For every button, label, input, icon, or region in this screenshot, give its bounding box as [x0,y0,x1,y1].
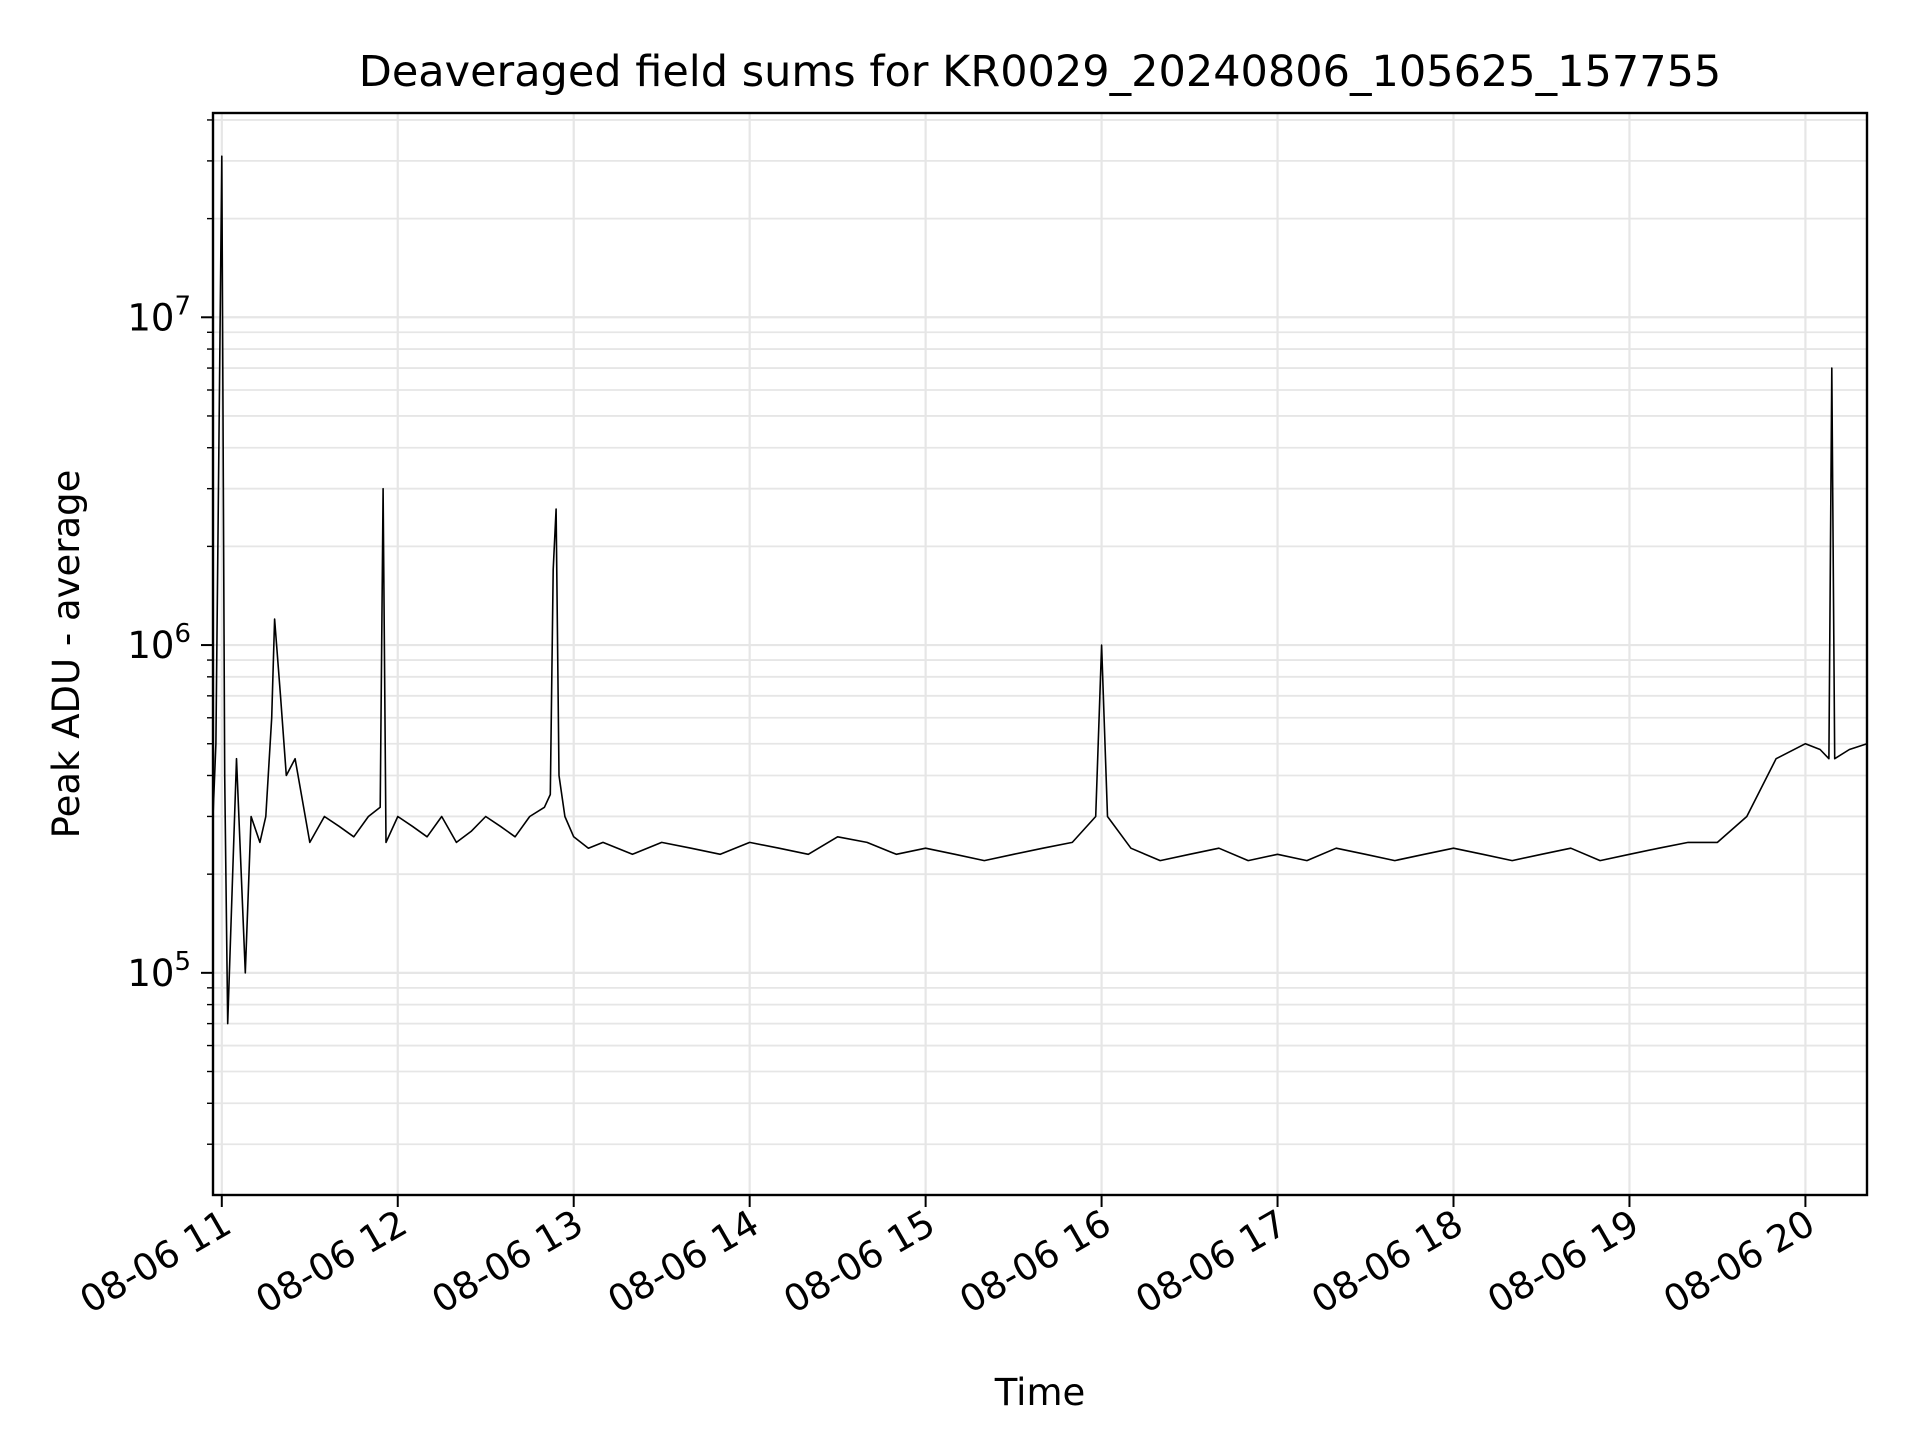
y-tick-label: 106 [127,619,191,667]
x-tick-label: 08-06 15 [777,1202,943,1322]
chart-title: Deaveraged field sums for KR0029_2024080… [359,47,1722,97]
grid-layer [213,113,1867,1195]
x-tick-label: 08-06 19 [1480,1202,1646,1322]
x-tick-label: 08-06 18 [1304,1202,1470,1322]
x-tick-label: 08-06 17 [1128,1202,1294,1322]
series-layer [212,155,1868,1025]
x-tick-label: 08-06 13 [425,1202,591,1322]
x-tick-label: 08-06 16 [953,1202,1119,1322]
x-tick-label: 08-06 11 [73,1202,239,1322]
x-axis-label: Time [994,1371,1086,1414]
y-axis-label: Peak ADU - average [45,470,88,839]
x-tick-label: 08-06 20 [1656,1202,1822,1322]
y-tick-label: 105 [127,947,191,995]
plot-frame [211,111,1869,1197]
series-line [212,155,1868,1025]
tick-layer: 08-06 11 08-06 12 08-06 13 08-06 14 08-06 15… [73,119,1822,1322]
x-tick-label: 08-06 12 [249,1202,415,1322]
x-tick-label: 08-06 14 [601,1202,767,1322]
y-tick-label: 107 [127,291,191,339]
